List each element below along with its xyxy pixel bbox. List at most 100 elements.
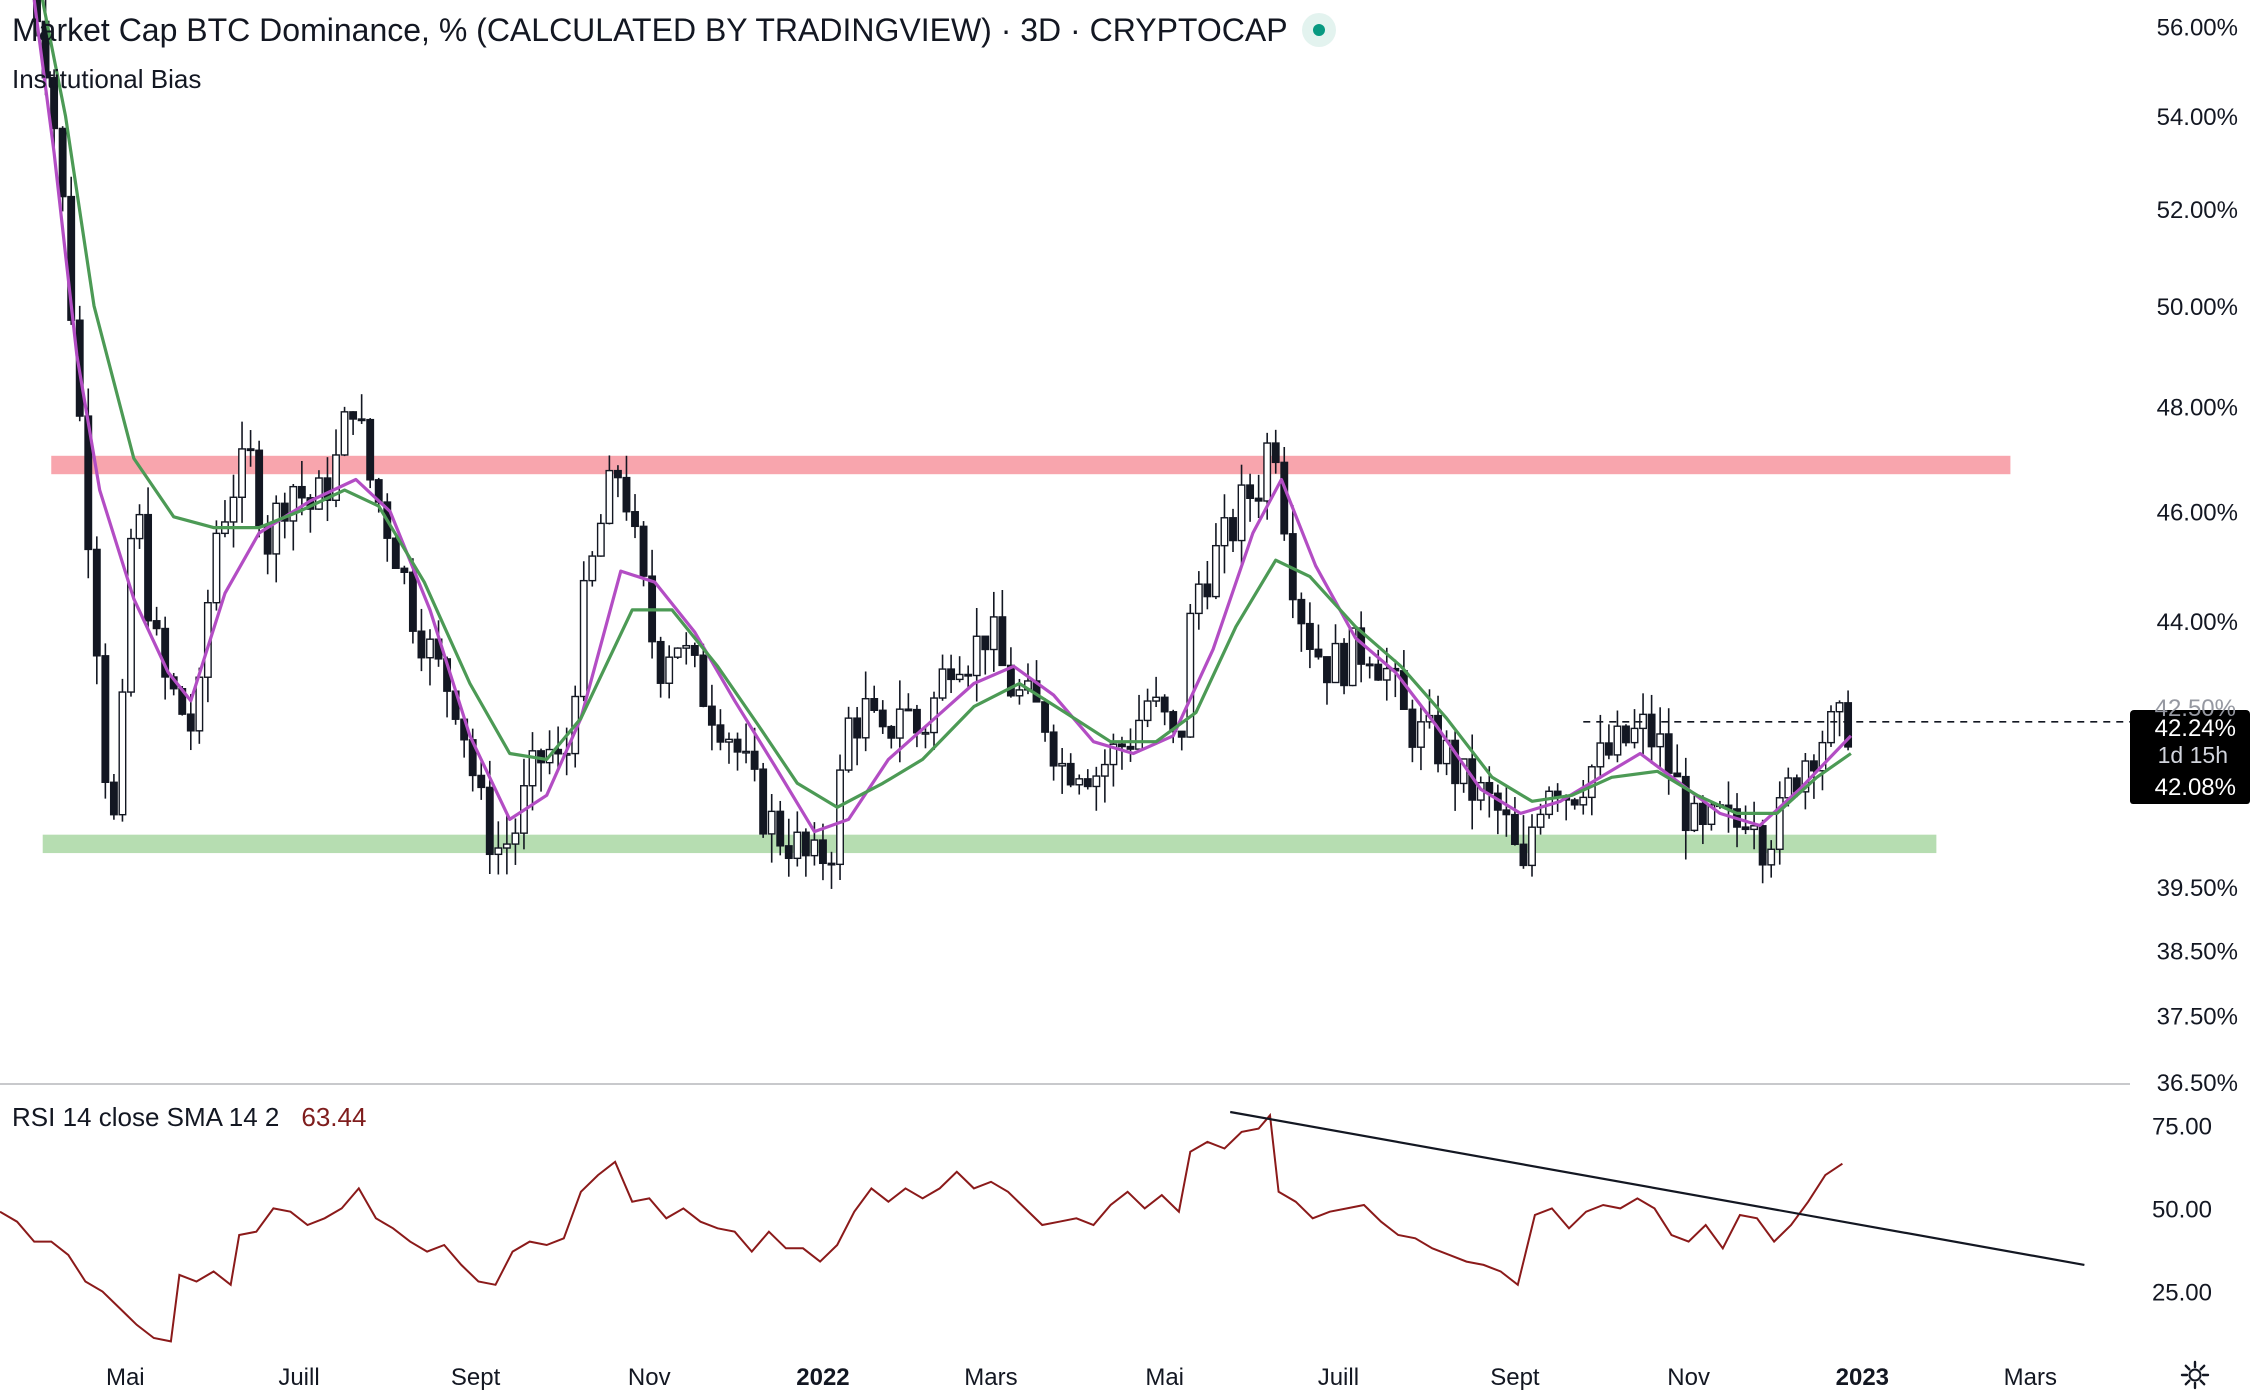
candle-body-up [938, 668, 947, 699]
candle [1194, 571, 1203, 630]
candle-body-down [1340, 642, 1349, 687]
candle-body-down [1177, 730, 1186, 738]
candle [477, 759, 486, 800]
candle [1835, 700, 1844, 737]
candle-body-down [1741, 826, 1750, 831]
candle [323, 457, 332, 522]
candle-body-down [297, 485, 306, 499]
rsi-legend-value: 63.44 [301, 1102, 367, 1132]
candle [246, 430, 255, 467]
candle-body-down [246, 448, 255, 452]
candle [1451, 731, 1460, 811]
candle [221, 500, 229, 538]
candle-body-down [1083, 778, 1092, 788]
candle-body-down [161, 627, 170, 678]
candle-body-up [1528, 826, 1536, 867]
candle [135, 504, 144, 549]
ma-slow-line [40, 0, 1852, 815]
candle-body-up [742, 750, 751, 754]
candle-body-up [494, 847, 503, 856]
candle-body-down [1118, 743, 1126, 748]
candle-body-up [118, 691, 127, 816]
ma-price-label: 42.08% [2155, 774, 2236, 801]
candle [784, 818, 793, 877]
candle-body-up [767, 810, 776, 835]
candle [819, 823, 827, 881]
y-tick-label: 46.00% [2157, 499, 2238, 526]
candle-body-up [1784, 777, 1793, 799]
candle [639, 521, 648, 587]
candle [1058, 748, 1067, 794]
candle-body-up [332, 454, 340, 501]
candle [1690, 795, 1699, 833]
candle [613, 465, 622, 498]
candle-body-down [1399, 670, 1408, 710]
candle [972, 607, 981, 702]
candle [827, 851, 836, 889]
candle-body-down [1604, 742, 1613, 756]
x-tick-label: Sept [451, 1364, 501, 1391]
x-tick-label: Nov [628, 1364, 671, 1391]
candle [682, 632, 691, 665]
candle-body-down [776, 810, 785, 847]
y-tick-label: 52.00% [2157, 197, 2238, 224]
indicator-name[interactable]: Institutional Bias [12, 64, 202, 94]
time-axis[interactable]: Mai Juill Sept Nov 2022 Mars Mai Juill Sept Nov 20… [106, 1364, 2057, 1391]
candle [1656, 707, 1665, 769]
rsi-legend[interactable]: RSI 14 close SMA 14 2 63.44 [12, 1102, 366, 1133]
candle-body-up [1263, 442, 1272, 502]
candle [289, 484, 298, 551]
candle-body-up [1135, 719, 1143, 750]
candle-body-down [1297, 598, 1306, 625]
candle-body-up [1801, 760, 1810, 793]
candle-body-down [690, 644, 699, 656]
candle-body-up [426, 638, 434, 659]
candle-body-up [1075, 778, 1084, 786]
chart-title-bar: Market Cap BTC Dominance, % (CALCULATED … [12, 12, 1336, 50]
candle-body-up [1750, 825, 1759, 831]
candle [1246, 473, 1255, 522]
candle [596, 514, 605, 557]
candle [964, 665, 973, 689]
candle-body-down [1229, 517, 1237, 542]
candle [161, 616, 170, 700]
candle-body-up [989, 616, 998, 651]
candle [537, 748, 545, 792]
candle [1348, 627, 1357, 687]
gear-icon[interactable] [2180, 1360, 2210, 1390]
candle-body-down [186, 713, 195, 732]
candle [1493, 784, 1502, 835]
ma-price-tag-bg [2130, 768, 2250, 804]
candle-body-up [1100, 763, 1109, 777]
candle [853, 706, 862, 766]
rsi-y-tick-label: 75.00 [2152, 1113, 2212, 1140]
rsi-line [0, 1112, 1843, 1343]
candle [1596, 714, 1605, 779]
candle-body-up [502, 843, 511, 849]
candlesticks [33, 0, 1853, 889]
candle [776, 800, 785, 856]
candle [1229, 508, 1237, 553]
y-tick-label: 54.00% [2157, 104, 2238, 131]
market-status-icon[interactable] [1301, 12, 1336, 47]
candle-body-down [1681, 775, 1690, 832]
candle [673, 647, 682, 659]
candle-body-down [1314, 648, 1323, 658]
candle-body-up [1596, 742, 1605, 768]
candle [767, 794, 776, 863]
candle-body-down [639, 525, 648, 577]
candle-body-down [1126, 745, 1135, 750]
candle [1775, 781, 1784, 865]
candle [1639, 693, 1648, 755]
candle-body-down [1510, 813, 1519, 845]
price-axis[interactable]: 56.00% 54.00% 52.00% 50.00% 48.00% 46.00% 44.0… [2152, 14, 2238, 1306]
candle-body-up [579, 579, 588, 698]
candle [1365, 656, 1374, 679]
candle [383, 493, 392, 562]
candle-body-down [1246, 484, 1255, 500]
candle-body-down [784, 845, 793, 860]
x-tick-label: Sept [1490, 1364, 1540, 1391]
candle-body-up [955, 673, 964, 681]
candle [887, 725, 896, 749]
